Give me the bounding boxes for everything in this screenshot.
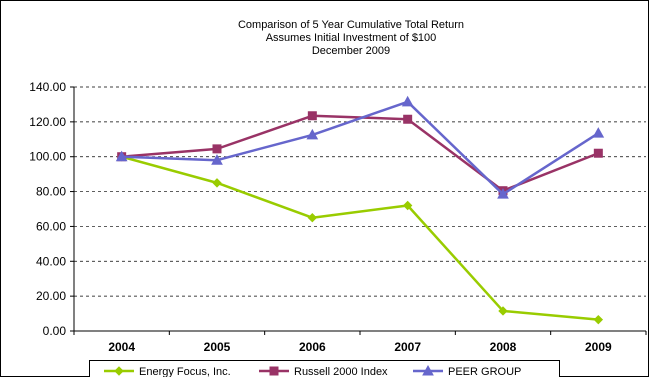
data-point	[593, 148, 603, 158]
data-point	[306, 128, 319, 140]
series-0	[116, 152, 604, 325]
y-tick-label: 20.00	[36, 289, 66, 303]
y-tick-label: 140.00	[29, 80, 66, 94]
legend-marker	[269, 366, 279, 376]
legend-marker	[114, 366, 124, 376]
y-tick-label: 100.00	[29, 150, 66, 164]
data-point	[212, 178, 222, 188]
y-tick-label: 40.00	[36, 254, 66, 268]
grid-lines	[74, 86, 646, 297]
y-tick-label: 0.00	[43, 324, 67, 338]
data-point	[115, 150, 128, 162]
legend-item: PEER GROUP	[413, 364, 521, 377]
x-tick-label: 2009	[585, 340, 612, 354]
legend-label: PEER GROUP	[448, 366, 521, 377]
x-tick-label: 2007	[394, 340, 421, 354]
legend: Energy Focus, Inc. Russell 2000 Index PEER…	[89, 360, 560, 377]
data-point	[211, 154, 223, 165]
data-point	[498, 306, 508, 316]
legend-item: Energy Focus, Inc.	[104, 366, 231, 377]
series-2	[115, 95, 605, 199]
x-tick-label: 2008	[490, 340, 517, 354]
chart-title: Comparison of 5 Year Cumulative Total Re…	[238, 19, 464, 57]
series-line	[121, 100, 600, 196]
y-tick-label: 120.00	[29, 115, 66, 129]
data-point	[307, 111, 317, 121]
series	[115, 95, 605, 325]
chart-title-line-2: Assumes Initial Investment of $100	[266, 32, 437, 44]
y-tick-labels: 0.00 20.00 40.00 60.00 80.00 100.00 120.00 140.…	[29, 80, 74, 338]
data-point	[307, 213, 318, 223]
legend-item: Russell 2000 Index	[259, 366, 388, 377]
chart-title-line-1: Comparison of 5 Year Cumulative Total Re…	[238, 19, 464, 31]
x-tick-labels: 2004 2005 2006 2007 2008 2009	[73, 331, 647, 354]
legend-marker	[422, 364, 434, 376]
y-tick-label: 80.00	[36, 185, 66, 199]
data-point	[403, 114, 413, 124]
data-point	[497, 188, 509, 199]
legend-label: Russell 2000 Index	[294, 366, 388, 377]
data-point	[592, 127, 605, 138]
data-point	[212, 144, 222, 154]
series-line	[121, 155, 599, 321]
data-point	[593, 314, 604, 325]
data-point	[402, 200, 413, 211]
y-tick-label: 60.00	[36, 219, 66, 233]
x-tick-label: 2004	[108, 340, 135, 354]
data-point	[401, 95, 414, 107]
legend-box	[89, 360, 560, 377]
chart-title-line-3: December 2009	[312, 45, 390, 57]
x-tick-label: 2005	[204, 340, 231, 354]
x-tick-label: 2006	[299, 340, 326, 354]
legend-label: Energy Focus, Inc.	[139, 366, 231, 377]
